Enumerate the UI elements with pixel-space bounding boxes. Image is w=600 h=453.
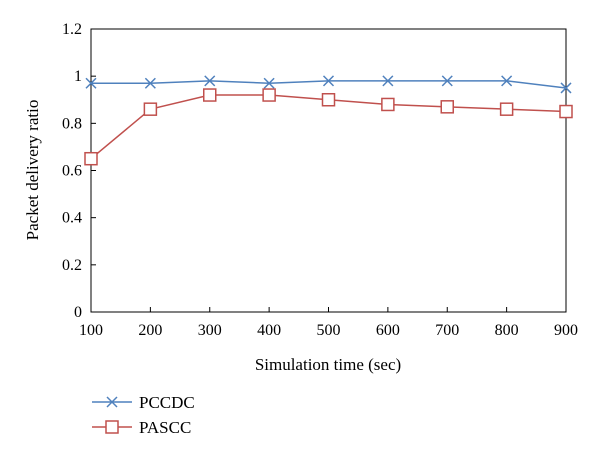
- series-line-pccdc: [91, 80, 567, 89]
- data-point-pascc: [203, 88, 217, 102]
- plot-area: [90, 28, 567, 313]
- x-tick-label: 500: [317, 322, 341, 339]
- data-point-pascc: [440, 100, 454, 114]
- x-tick-label: 800: [495, 322, 519, 339]
- legend-label: PCCDC: [139, 393, 195, 412]
- data-point-pccdc: [560, 82, 572, 94]
- data-point-pccdc: [144, 77, 156, 89]
- data-point-pascc: [499, 102, 514, 116]
- y-tick-label: 0.6: [62, 163, 82, 180]
- legend-item-pascc: PASCC: [92, 418, 191, 437]
- y-tick-label: 0.2: [62, 257, 82, 274]
- y-axis-title: Packet delivery ratio: [23, 100, 42, 241]
- y-tick-label: 1: [74, 68, 82, 85]
- series-layer: [84, 75, 573, 166]
- data-point-pccdc: [322, 75, 335, 87]
- x-tick-label: 400: [257, 322, 281, 339]
- data-point-pascc: [381, 97, 395, 112]
- data-point-pccdc: [382, 75, 394, 87]
- data-point-pascc: [559, 104, 573, 119]
- y-tick-label: 1.2: [62, 21, 82, 38]
- data-point-pccdc: [441, 75, 453, 87]
- data-point-pccdc: [501, 75, 513, 87]
- x-tick-label: 200: [138, 322, 162, 339]
- legend-marker: [105, 420, 119, 434]
- x-tick-label: 300: [198, 322, 222, 339]
- y-tick-label: 0.8: [62, 115, 82, 132]
- legend-item-pccdc: PCCDC: [92, 393, 195, 412]
- data-point-pascc: [321, 93, 336, 107]
- x-tick-label: 900: [554, 322, 578, 339]
- data-point-pccdc: [263, 77, 275, 89]
- legend-marker: [106, 396, 118, 408]
- legend-label: PASCC: [139, 418, 191, 437]
- x-tick-label: 600: [376, 322, 400, 339]
- x-axis: 100 200 300 400 500 600 700 800 900: [79, 307, 578, 339]
- y-tick-label: 0: [74, 304, 82, 321]
- y-axis: 0 0.2 0.4 0.6 0.8 1 1.2: [62, 21, 96, 321]
- data-point-pascc: [84, 151, 98, 166]
- data-point-pccdc: [204, 75, 216, 87]
- x-tick-label: 100: [79, 322, 103, 339]
- data-point-pascc: [143, 102, 158, 116]
- x-tick-label: 700: [435, 322, 459, 339]
- legend: PCCDC PASCC: [92, 393, 195, 437]
- x-axis-title: Simulation time (sec): [255, 355, 401, 374]
- data-point-pascc: [262, 88, 276, 102]
- data-point-pccdc: [85, 77, 97, 89]
- y-tick-label: 0.4: [62, 210, 82, 227]
